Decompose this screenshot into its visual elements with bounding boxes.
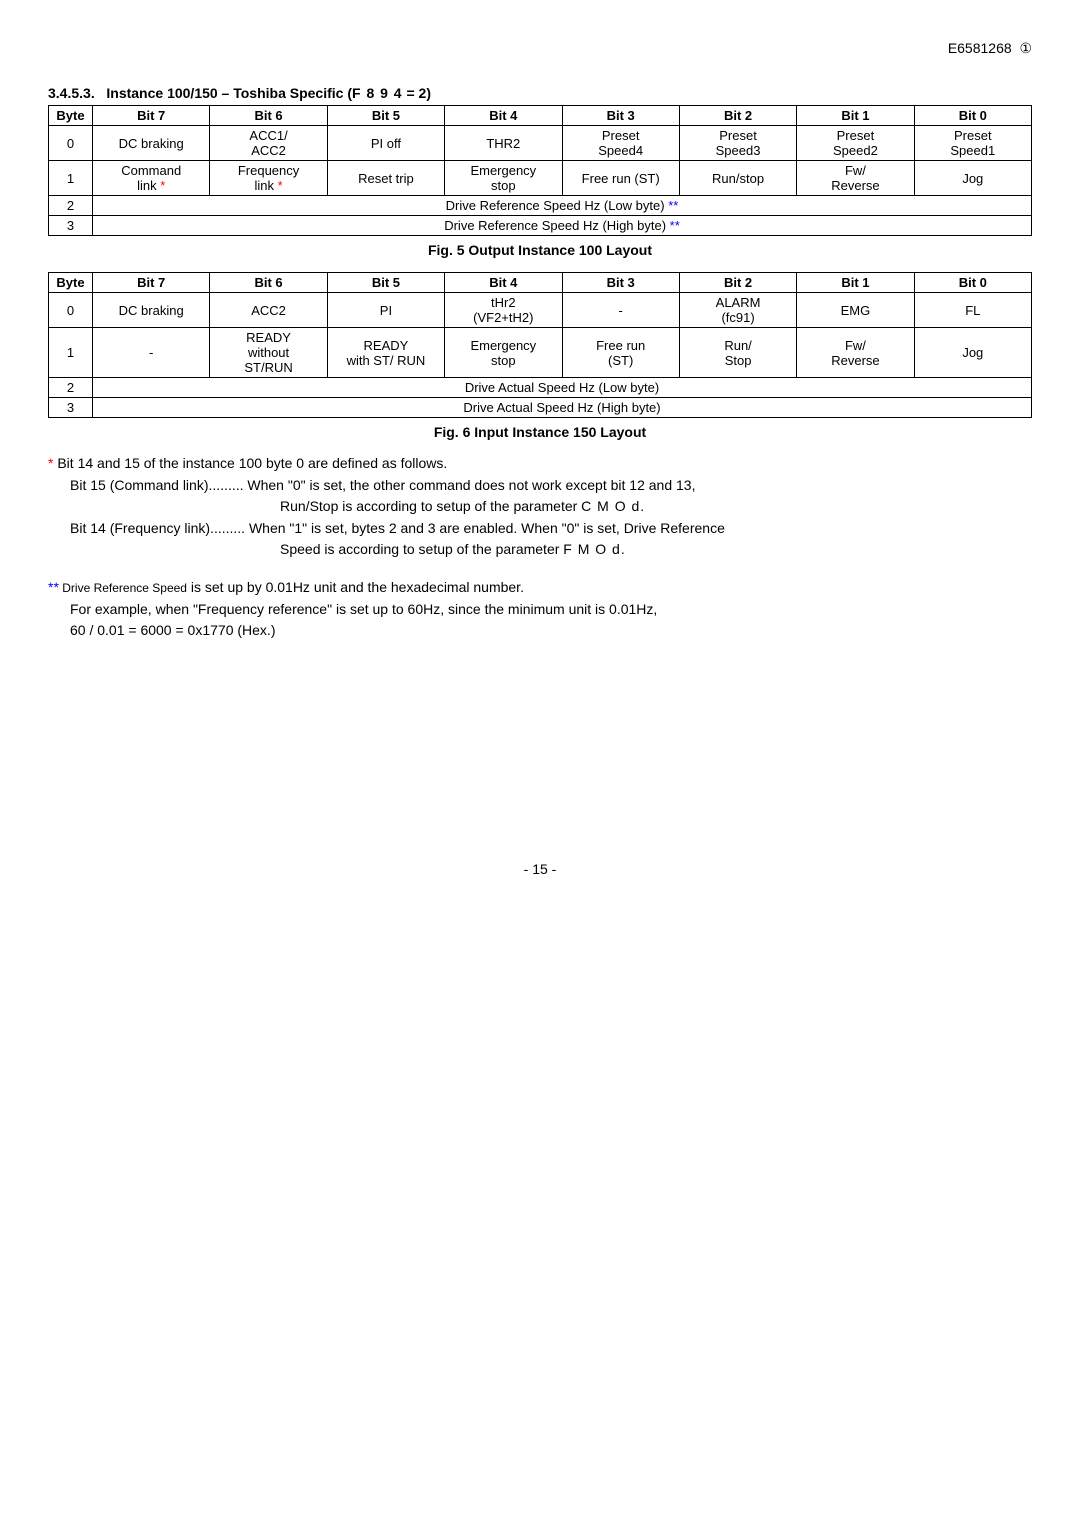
col-bit7: Bit 7 — [93, 273, 210, 293]
section-param: F 8 9 4 — [352, 85, 403, 101]
circled-num: ① — [1019, 40, 1032, 56]
cell: Jog — [914, 328, 1031, 378]
cell: - — [93, 328, 210, 378]
table-row: 0 DC braking ACC1/ACC2 PI off THR2 Prese… — [49, 126, 1032, 161]
cell: DC braking — [93, 126, 210, 161]
cell: PresetSpeed3 — [679, 126, 796, 161]
cell: ACC2 — [210, 293, 327, 328]
cell: Run/stop — [679, 161, 796, 196]
bit15-line2: Run/Stop is according to setup of the pa… — [48, 497, 1032, 517]
cell: Fw/Reverse — [797, 328, 914, 378]
col-bit3: Bit 3 — [562, 273, 679, 293]
cell: Free run(ST) — [562, 328, 679, 378]
bit15-line1: Bit 15 (Command link)......... When "0" … — [48, 476, 1032, 496]
section-title: 3.4.5.3. Instance 100/150 – Toshiba Spec… — [48, 85, 1032, 101]
cell: Fw/Reverse — [797, 161, 914, 196]
output-instance-table: Byte Bit 7 Bit 6 Bit 5 Bit 4 Bit 3 Bit 2… — [48, 105, 1032, 236]
table-row: 1 Commandlink * Frequencylink * Reset tr… — [49, 161, 1032, 196]
cell: - — [562, 293, 679, 328]
cell: PI off — [327, 126, 444, 161]
footnote-starstar: ** — [48, 579, 59, 595]
col-bit6: Bit 6 — [210, 273, 327, 293]
cell: 2 — [49, 378, 93, 398]
col-bit2: Bit 2 — [679, 273, 796, 293]
table-header-row: Byte Bit 7 Bit 6 Bit 5 Bit 4 Bit 3 Bit 2… — [49, 273, 1032, 293]
footnote-2: ** Drive Reference Speed is set up by 0.… — [48, 578, 1032, 641]
cell: READYwithoutST/RUN — [210, 328, 327, 378]
footnote2-line3: 60 / 0.01 = 6000 = 0x1770 (Hex.) — [48, 621, 1032, 641]
page-number: - 15 - — [48, 861, 1032, 877]
footnote-lead: Bit 14 and 15 of the instance 100 byte 0… — [53, 455, 447, 471]
bit14-line1: Bit 14 (Frequency link)......... When "1… — [48, 519, 1032, 539]
col-bit3: Bit 3 — [562, 106, 679, 126]
figure-6-caption: Fig. 6 Input Instance 150 Layout — [48, 424, 1032, 440]
section-number: 3.4.5.3. — [48, 85, 95, 101]
page-header: E6581268 ① — [48, 40, 1032, 57]
figure-5-caption: Fig. 5 Output Instance 100 Layout — [48, 242, 1032, 258]
table-row: 3 Drive Actual Speed Hz (High byte) — [49, 398, 1032, 418]
cell: EMG — [797, 293, 914, 328]
input-instance-table: Byte Bit 7 Bit 6 Bit 5 Bit 4 Bit 3 Bit 2… — [48, 272, 1032, 418]
cell: DC braking — [93, 293, 210, 328]
col-bit1: Bit 1 — [797, 273, 914, 293]
col-bit2: Bit 2 — [679, 106, 796, 126]
footnote2-line2: For example, when "Frequency reference" … — [48, 600, 1032, 620]
cell: Emergencystop — [445, 328, 562, 378]
cell: PresetSpeed2 — [797, 126, 914, 161]
cell: Emergencystop — [445, 161, 562, 196]
col-bit5: Bit 5 — [327, 106, 444, 126]
cell: 0 — [49, 293, 93, 328]
cell-span: Drive Reference Speed Hz (High byte) ** — [93, 216, 1032, 236]
cell-span: Drive Actual Speed Hz (Low byte) — [93, 378, 1032, 398]
col-bit4: Bit 4 — [445, 106, 562, 126]
footnote-1: * Bit 14 and 15 of the instance 100 byte… — [48, 454, 1032, 560]
section-title-suffix: = 2) — [403, 85, 431, 101]
col-bit0: Bit 0 — [914, 106, 1031, 126]
cell: 1 — [49, 161, 93, 196]
table-row: 3 Drive Reference Speed Hz (High byte) *… — [49, 216, 1032, 236]
table-row: 2 Drive Actual Speed Hz (Low byte) — [49, 378, 1032, 398]
cell: Jog — [914, 161, 1031, 196]
table-row: 1 - READYwithoutST/RUN READYwith ST/ RUN… — [49, 328, 1032, 378]
table-header-row: Byte Bit 7 Bit 6 Bit 5 Bit 4 Bit 3 Bit 2… — [49, 106, 1032, 126]
cell: FL — [914, 293, 1031, 328]
section-title-prefix: Instance 100/150 – Toshiba Specific ( — [106, 85, 352, 101]
cell-span: Drive Actual Speed Hz (High byte) — [93, 398, 1032, 418]
col-bit0: Bit 0 — [914, 273, 1031, 293]
col-bit5: Bit 5 — [327, 273, 444, 293]
cell: Commandlink * — [93, 161, 210, 196]
cell: tHr2(VF2+tH2) — [445, 293, 562, 328]
col-byte: Byte — [49, 273, 93, 293]
param-cmod: C M O d — [581, 498, 640, 514]
cell: THR2 — [445, 126, 562, 161]
cell: PI — [327, 293, 444, 328]
cell: Run/Stop — [679, 328, 796, 378]
cell: ALARM(fc91) — [679, 293, 796, 328]
cell: 2 — [49, 196, 93, 216]
table-row: 0 DC braking ACC2 PI tHr2(VF2+tH2) - ALA… — [49, 293, 1032, 328]
col-byte: Byte — [49, 106, 93, 126]
cell: 3 — [49, 216, 93, 236]
cell: 0 — [49, 126, 93, 161]
cell: Frequencylink * — [210, 161, 327, 196]
table-row: 2 Drive Reference Speed Hz (Low byte) ** — [49, 196, 1032, 216]
cell: PresetSpeed4 — [562, 126, 679, 161]
cell: ACC1/ACC2 — [210, 126, 327, 161]
cell: Reset trip — [327, 161, 444, 196]
cell: PresetSpeed1 — [914, 126, 1031, 161]
doc-id: E6581268 — [948, 40, 1012, 56]
col-bit7: Bit 7 — [93, 106, 210, 126]
footnote2-line1: ** Drive Reference Speed is set up by 0.… — [48, 578, 1032, 598]
cell: Free run (ST) — [562, 161, 679, 196]
col-bit4: Bit 4 — [445, 273, 562, 293]
cell: 1 — [49, 328, 93, 378]
col-bit1: Bit 1 — [797, 106, 914, 126]
param-fmod: F M O d — [563, 541, 621, 557]
cell: 3 — [49, 398, 93, 418]
cell-span: Drive Reference Speed Hz (Low byte) ** — [93, 196, 1032, 216]
cell: READYwith ST/ RUN — [327, 328, 444, 378]
col-bit6: Bit 6 — [210, 106, 327, 126]
bit14-line2: Speed is according to setup of the param… — [48, 540, 1032, 560]
